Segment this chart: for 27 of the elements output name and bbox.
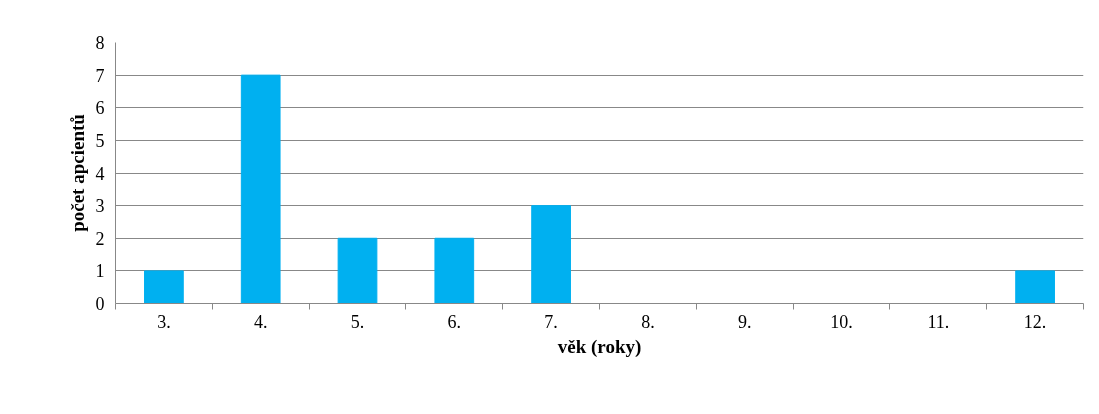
y-tick-label: 3 xyxy=(95,196,105,217)
x-tick-label: 10. xyxy=(830,311,853,332)
x-tick-label: 9. xyxy=(737,311,752,332)
x-tick-label: 8. xyxy=(641,311,655,332)
y-tick-label: 2 xyxy=(95,228,105,249)
y-tick-label: 6 xyxy=(95,98,105,119)
y-tick-label: 7 xyxy=(95,65,105,86)
x-tick-label: 11. xyxy=(927,311,950,332)
x-tick-label: 5. xyxy=(350,311,365,332)
bar xyxy=(337,237,378,304)
bar xyxy=(1015,270,1055,304)
bar xyxy=(531,205,571,304)
y-tick-label: 5 xyxy=(95,130,105,151)
bar xyxy=(240,74,281,304)
x-axis-title: věk (roky) xyxy=(557,335,642,358)
y-tick-label: 0 xyxy=(95,294,105,314)
x-tick-label: 3. xyxy=(157,311,171,332)
bar xyxy=(434,237,475,304)
y-tick-label: 1 xyxy=(95,261,105,282)
x-tick-label: 6. xyxy=(447,311,462,332)
x-tick-label: 12. xyxy=(1023,311,1047,332)
bar xyxy=(144,270,184,304)
y-tick-label: 8 xyxy=(95,33,105,53)
y-tick-label: 4 xyxy=(95,163,105,184)
y-axis-title: počet apcientů xyxy=(66,113,88,232)
x-tick-label: 7. xyxy=(544,311,558,332)
x-tick-label: 4. xyxy=(253,311,268,332)
